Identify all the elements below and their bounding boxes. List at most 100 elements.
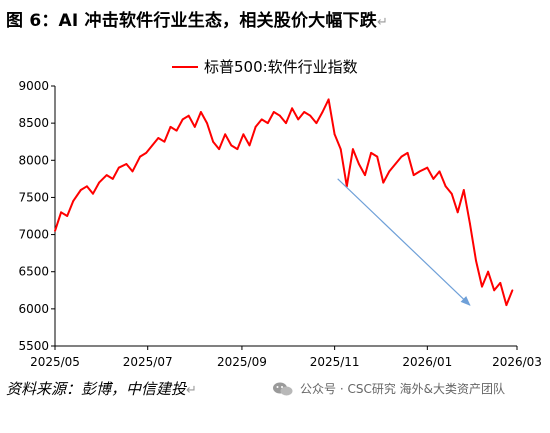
data-point [339,148,342,150]
data-point [60,211,62,214]
data-point [511,289,514,292]
data-point [139,155,142,158]
wechat-icon [273,382,293,395]
data-point [175,129,178,132]
x-tick-label: 2026/01 [402,355,452,369]
data-point [382,181,385,184]
chart-axes: 9000 8500 8000 7500 7000 6500 6000 5500 2025/05 2… [18,79,541,369]
data-point [432,178,435,180]
data-point [418,170,421,173]
data-point [218,148,221,150]
data-point [254,126,257,128]
data-point [163,140,166,143]
data-point [444,185,447,188]
data-point [364,174,366,177]
data-point [412,174,415,177]
data-point [145,152,148,154]
data-point [303,111,306,113]
data-point [181,118,184,121]
data-point [376,155,379,158]
data-point [370,152,372,154]
data-point [493,289,496,292]
data-point [388,170,391,173]
y-tick-label: 8000 [18,153,49,167]
data-point [169,126,172,128]
source-return-mark: ↵ [186,383,197,398]
watermark: 公众号 · CSC研究 海外&大类资产团队 [272,380,505,397]
data-point [242,133,245,136]
plot-area [54,98,514,307]
data-point [394,163,397,165]
data-point [54,230,56,232]
y-tick-label: 6000 [18,302,49,316]
data-point [475,259,477,262]
data-point [105,174,108,177]
legend-label: 标普500:软件行业指数 [204,58,358,76]
data-point [230,144,233,147]
y-tick-label: 6500 [18,265,49,279]
series-line [54,98,514,307]
data-point [72,200,75,203]
data-point [66,215,69,217]
data-point [309,114,312,117]
data-point [487,270,489,273]
data-point [200,111,202,113]
data-point [499,282,502,284]
data-point [212,140,215,143]
y-tick-label: 5500 [18,339,49,353]
data-point [462,189,465,191]
data-point [98,181,100,184]
data-point [125,163,128,165]
data-point [450,192,453,195]
y-tick-label: 8500 [18,116,49,130]
data-point [291,107,293,110]
data-point [131,170,134,173]
data-point [92,192,94,195]
data-point [86,185,88,188]
data-point [315,122,318,124]
data-point [400,155,403,158]
data-point [206,122,208,124]
data-point [469,222,471,225]
chart-legend: 标普500:软件行业指数 [172,58,358,76]
data-point [358,163,360,165]
data-point [111,178,114,180]
data-point [272,111,275,113]
data-point [248,144,251,147]
y-tick-label: 7000 [18,228,49,242]
data-point [321,111,324,113]
data-point [279,114,281,117]
data-point [117,166,120,169]
x-tick-label: 2025/09 [217,355,267,369]
data-point [266,122,269,124]
data-point [236,148,239,150]
data-point [438,170,441,173]
data-point [456,211,459,214]
data-point [193,126,196,128]
y-tick-label: 7500 [18,190,49,204]
data-point [187,114,190,117]
x-tick-label: 2026/03 [492,355,542,369]
data-point [481,285,483,288]
source-note: 资料来源：彭博，中信建投↵ [6,380,197,398]
x-tick-label: 2025/07 [123,355,173,369]
data-point [406,152,409,154]
data-point [505,304,508,306]
line-chart: 标普500:软件行业指数 9000 8500 8000 7500 7000 6500 600… [18,58,541,369]
page-title: 图 6：AI 冲击软件行业生态，相关股价大幅下跌↵ [6,11,389,31]
data-point [333,133,336,136]
data-point [151,144,154,147]
title-return-mark: ↵ [376,15,389,30]
data-point [260,118,263,121]
data-point [157,137,160,139]
watermark-text: 公众号 · CSC研究 海外&大类资产团队 [300,382,505,396]
x-tick-label: 2025/11 [310,355,360,369]
data-point [426,166,429,169]
data-point [297,118,300,121]
trend-arrow [337,178,471,306]
x-tick-label: 2025/05 [30,355,80,369]
data-point [79,189,82,191]
data-point [327,98,330,101]
y-tick-label: 9000 [18,79,49,93]
data-point [224,133,227,136]
